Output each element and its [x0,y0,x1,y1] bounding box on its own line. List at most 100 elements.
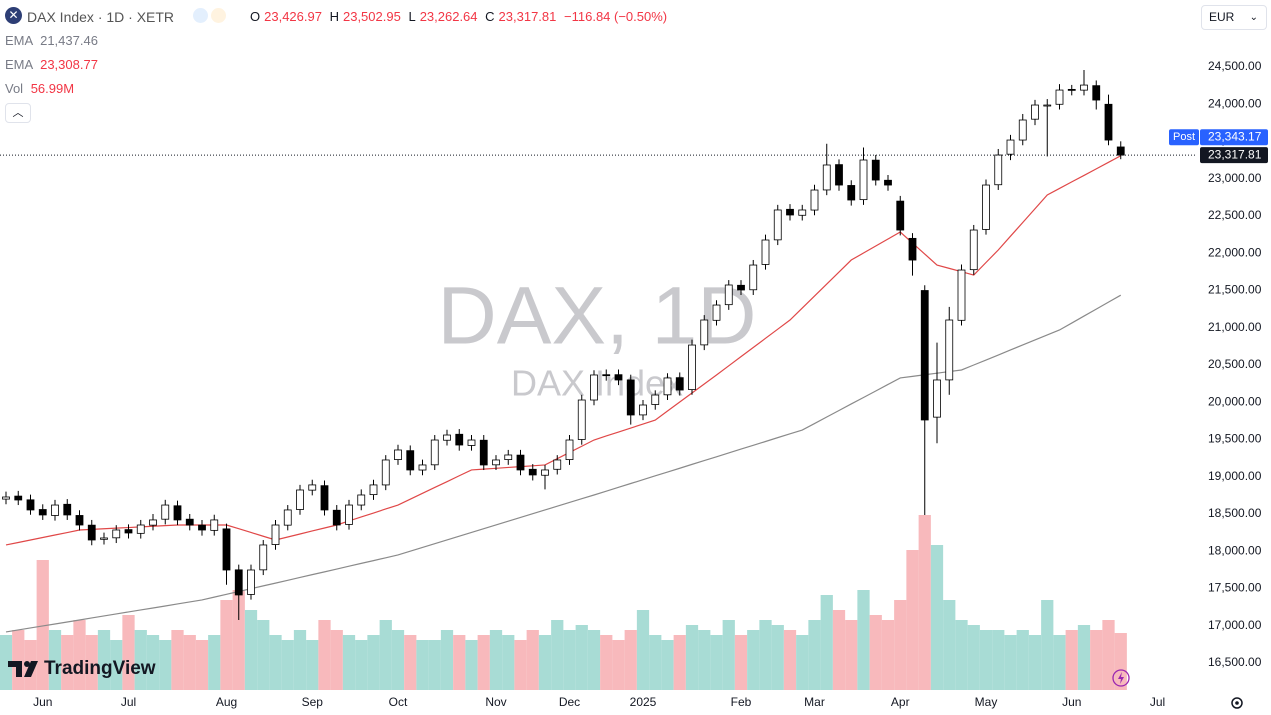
candle-body [1006,139,1015,155]
volume-bar [489,630,503,690]
indicator-name: EMA [5,33,33,48]
x-tick-label: Sep [302,695,324,709]
candle-body [100,537,108,540]
symbol-icon[interactable]: ✕ [5,7,22,25]
volume-bar [208,635,221,690]
candle-body [394,449,402,461]
volume-bar [97,630,111,690]
y-tick-label: 22,000.00 [1208,245,1262,259]
volume-bar [355,640,368,690]
y-tick-label: 16,500.00 [1208,655,1262,669]
candle-body [479,439,488,466]
y-tick-label: 19,500.00 [1208,432,1262,446]
volume-bar [649,635,662,690]
y-tick-label: 22,500.00 [1208,208,1262,222]
y-tick-label: 19,000.00 [1208,469,1262,483]
post-tag: Post [1173,131,1195,143]
volume-bar [318,620,331,690]
volume-bar [551,620,564,690]
candle-body [516,454,525,471]
candle-body [418,464,427,471]
indicator-name: EMA [5,57,33,72]
volume-bar [1114,633,1127,690]
candle-body [835,164,843,186]
volume-bar [428,640,441,690]
candle-body [504,454,513,461]
symbol[interactable]: DAX Index · 1D · XETR [27,9,175,25]
candle-body [2,496,10,500]
candle-body [982,184,990,230]
volume-bar [453,635,466,690]
alert-icon[interactable] [1112,669,1130,687]
volume-bar [673,635,686,690]
volume-bar [391,630,405,690]
volume-bar [845,620,858,690]
volume-bar [465,640,478,690]
last-price-box [1200,147,1268,164]
volume-bar [587,630,601,690]
candle-body [1080,84,1088,91]
candle-body [590,374,598,401]
candle-body [492,459,500,466]
candle-body [1055,89,1064,105]
volume-bar [1090,630,1103,690]
volume-bar [734,635,748,690]
candle-body [136,524,145,534]
candle-body [957,269,966,321]
volume-bar [857,590,870,690]
candle-body [565,439,574,461]
indicator-legend[interactable]: EMA 23,308.77 [5,57,98,72]
volume-bar [416,640,429,690]
volume-bar [514,640,527,690]
indicator-legend[interactable]: Vol 56.99M [5,81,74,96]
y-tick-label: 18,500.00 [1208,506,1262,520]
volume-bar [367,635,380,690]
currency-select[interactable]: EUR ⌄ [1201,5,1267,30]
ohlc-value: 23,426.97 [264,9,322,24]
volume-bar [992,630,1005,690]
volume-bar [575,625,588,690]
candle-body [1067,88,1076,91]
collapse-button[interactable]: ︿ [5,103,31,123]
candle-body [1043,104,1052,107]
candle-body [308,484,317,491]
volume-bar [661,640,674,690]
x-tick-label: Jul [1150,695,1165,709]
candle-body [161,504,170,520]
x-tick-label: Mar [804,695,825,709]
volume-bar [538,635,552,690]
settings-icon[interactable] [1231,697,1243,709]
x-tick-label: Jul [121,695,136,709]
post-price-label: 23,343.17 [1208,129,1262,143]
volume-bar [563,630,576,690]
volume-bar [1053,635,1066,690]
volume-bar [698,630,711,690]
volume-bar [404,635,417,690]
x-tick-label: Jun [1062,695,1081,709]
candle-body [798,209,807,216]
volume-bar [685,625,699,690]
y-tick-label: 18,000.00 [1208,543,1262,557]
candle-body [198,524,206,531]
indicator-legend[interactable]: EMA 21,437.46 [5,33,98,48]
candle-body [651,394,660,405]
x-tick-label: Aug [216,695,237,709]
volume-bar [918,515,931,690]
volume-bar [440,630,454,690]
candle-body [724,284,733,306]
volume-bar [1077,625,1091,690]
ohlc-key: C [485,9,495,24]
volume-bar [1065,630,1078,690]
candle-body [773,209,782,241]
volume-bar [12,630,25,690]
volume-bar [600,635,613,690]
candle-body [884,179,892,186]
session-icons[interactable] [193,8,226,26]
candle-body [1104,103,1113,141]
last-price-label: 23,317.81 [1208,147,1262,161]
indicator-name: Vol [5,81,24,96]
candle-body [700,319,709,346]
candle-body [185,518,194,526]
volume-bar [146,635,160,690]
